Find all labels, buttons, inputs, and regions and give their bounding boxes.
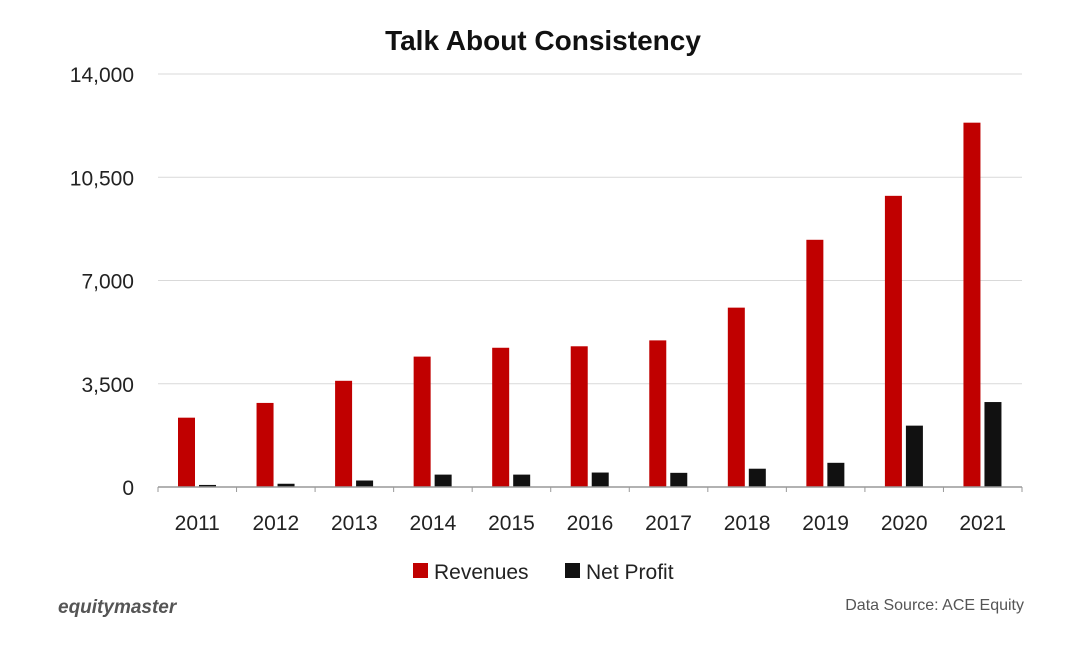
net-profit-bar xyxy=(905,425,923,487)
x-tick-label: 2020 xyxy=(881,512,928,535)
net-profit-bar xyxy=(827,462,845,487)
revenue-bar xyxy=(727,307,745,487)
y-tick-label: 7,000 xyxy=(81,271,134,294)
net-profit-bar xyxy=(984,402,1002,487)
gridlines xyxy=(158,73,1022,385)
x-tick-label: 2017 xyxy=(645,512,692,535)
revenue-bar xyxy=(492,347,510,487)
revenue-bar xyxy=(413,356,431,487)
legend-label-net-profit: Net Profit xyxy=(586,561,674,584)
y-tick-label: 10,500 xyxy=(70,167,134,190)
revenue-bar xyxy=(649,340,667,487)
x-tick-label: 2016 xyxy=(567,512,614,535)
revenue-bar xyxy=(570,346,588,487)
x-tick-label: 2012 xyxy=(252,512,299,535)
net-profit-bar xyxy=(670,472,688,487)
revenue-bar xyxy=(806,239,824,487)
net-profit-bar xyxy=(513,474,531,487)
revenue-bar xyxy=(963,122,981,488)
legend-swatch-revenues xyxy=(413,563,428,578)
net-profit-bar xyxy=(434,474,452,487)
x-tick-label: 2021 xyxy=(959,512,1006,535)
x-tick-label: 2011 xyxy=(175,512,220,535)
data-source: Data Source: ACE Equity xyxy=(845,597,1024,614)
net-profit-bar xyxy=(199,484,216,487)
y-tick-label: 14,000 xyxy=(70,64,134,87)
brand-logo: equitymaster xyxy=(58,597,178,618)
x-tick-label: 2019 xyxy=(802,512,849,535)
x-tick-label: 2013 xyxy=(331,512,378,535)
x-axis-ticks: 2011 2012 2013 2014 2015 2016 2017 2018 2019 2020… xyxy=(157,487,1023,535)
y-tick-label: 3,500 xyxy=(81,374,134,397)
net-profit-bar xyxy=(591,472,609,487)
revenue-bar xyxy=(335,380,353,487)
x-tick-label: 2015 xyxy=(488,512,535,535)
legend-label-revenues: Revenues xyxy=(434,561,529,584)
net-profit-bar xyxy=(277,483,295,487)
revenue-bar xyxy=(884,195,902,487)
chart-title: Talk About Consistency xyxy=(385,25,701,56)
net-profit-bar xyxy=(356,480,374,487)
legend: Revenues Net Profit xyxy=(413,561,674,584)
net-profit-bar xyxy=(748,468,766,487)
revenue-bar xyxy=(178,417,195,487)
legend-swatch-net-profit xyxy=(565,563,580,578)
bars xyxy=(178,122,1002,488)
revenue-bar xyxy=(256,402,274,487)
y-axis-ticks: 0 3,500 7,000 10,500 14,000 xyxy=(70,64,134,500)
x-tick-label: 2014 xyxy=(410,512,457,535)
x-tick-label: 2018 xyxy=(724,512,771,535)
y-tick-label: 0 xyxy=(122,477,134,500)
